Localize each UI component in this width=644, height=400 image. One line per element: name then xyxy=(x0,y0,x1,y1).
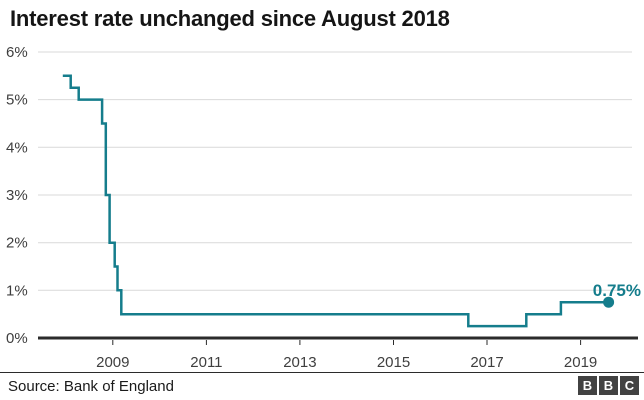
bbc-logo-letter: B xyxy=(599,376,618,395)
y-axis-tick-label: 1% xyxy=(6,282,28,299)
y-axis-tick-label: 4% xyxy=(6,139,28,156)
bbc-logo-letter: C xyxy=(620,376,639,395)
chart-title: Interest rate unchanged since August 201… xyxy=(10,6,450,31)
footer-divider xyxy=(0,372,644,373)
x-axis-tick-label: 2015 xyxy=(377,354,410,371)
bbc-logo-letter: B xyxy=(578,376,597,395)
x-axis-tick-label: 2013 xyxy=(283,354,316,371)
rate-line xyxy=(62,74,609,328)
interest-rate-line-chart: 6% 5% 4% 3% 2% 1% 0% 2009 2011 2013 2015 2017 2019 0.… xyxy=(6,44,641,371)
y-axis-tick-label: 6% xyxy=(6,44,28,61)
y-axis-tick-label: 2% xyxy=(6,235,28,252)
bbc-logo: B B C xyxy=(578,376,639,395)
y-axis-tick-label: 3% xyxy=(6,187,28,204)
x-axis-tick-label: 2011 xyxy=(190,354,222,371)
y-axis-tick-label: 5% xyxy=(6,92,28,109)
x-axis-tick-label: 2009 xyxy=(96,354,129,371)
x-axis-tick-label: 2019 xyxy=(564,354,597,371)
footer: Source: Bank of England B B C xyxy=(0,373,644,400)
source-label: Source: Bank of England xyxy=(8,378,174,395)
y-axis-tick-label: 0% xyxy=(6,330,28,347)
latest-value-dot xyxy=(603,296,615,308)
latest-value-label: 0.75% xyxy=(593,281,641,300)
x-axis-tick-label: 2017 xyxy=(470,354,503,371)
